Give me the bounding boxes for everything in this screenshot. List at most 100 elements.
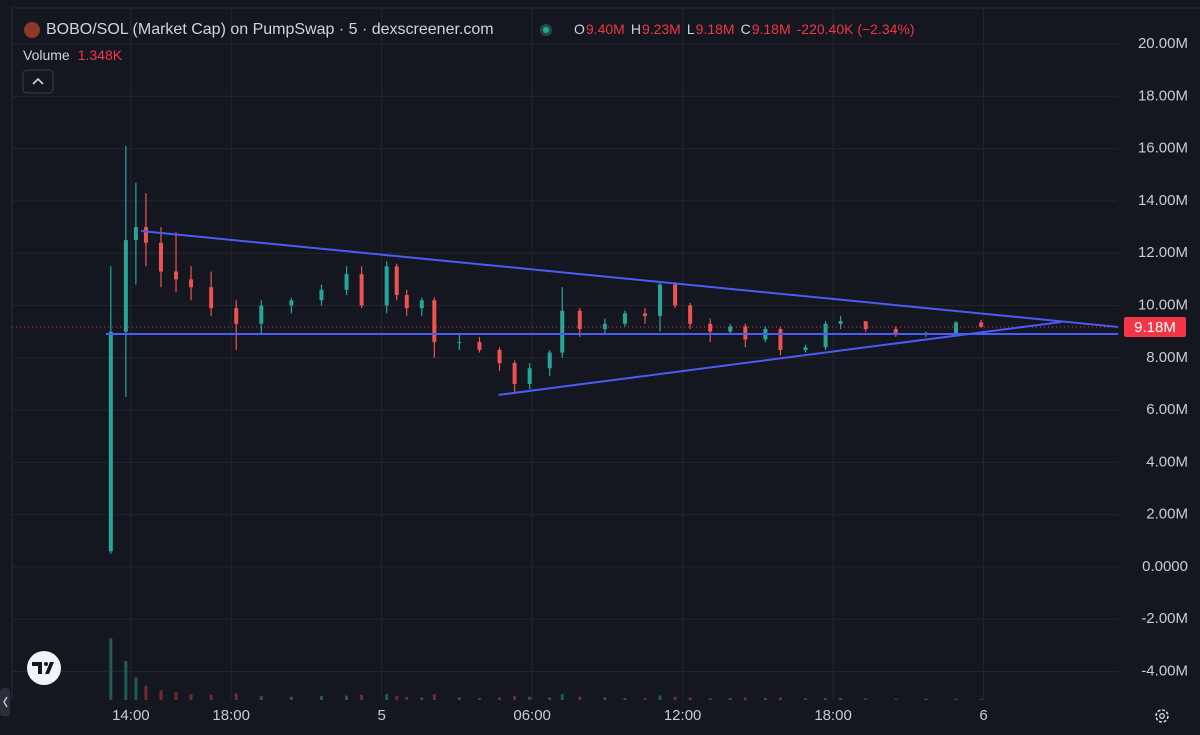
volume-bar	[498, 697, 502, 700]
candle-body	[457, 342, 462, 344]
y-tick-label: 0.0000	[1142, 558, 1188, 575]
volume-bar	[804, 698, 808, 700]
candle-body	[823, 323, 828, 348]
candle-body	[560, 310, 565, 353]
volume-bar	[979, 699, 983, 700]
volume-bar	[159, 690, 163, 700]
candle-body	[404, 295, 409, 309]
candle-body	[289, 300, 294, 306]
x-tick-label: 14:00	[112, 707, 150, 724]
y-tick-label: 8.00M	[1146, 349, 1188, 366]
volume-bar	[360, 694, 364, 700]
volume-bar	[432, 694, 436, 700]
volume-bar	[259, 696, 263, 700]
candle-body	[838, 321, 843, 324]
candle-body	[512, 363, 517, 384]
side-tab[interactable]	[0, 688, 10, 716]
volume-bar	[385, 694, 389, 700]
volume-bar	[603, 697, 607, 700]
candle-body	[359, 274, 364, 306]
volume-bar	[420, 697, 424, 700]
x-tick-label: 18:00	[814, 707, 852, 724]
volume-bar	[763, 698, 767, 700]
volume-bar	[658, 695, 662, 700]
ohlc-value: 9.23M	[642, 21, 681, 37]
candle-body	[497, 349, 502, 364]
candle-body	[384, 266, 389, 306]
settings-button[interactable]	[1155, 709, 1169, 723]
volume-layer	[109, 638, 983, 700]
chevron-icon	[32, 77, 44, 85]
ohlc-key: O	[574, 21, 585, 37]
ohlc-legend: O9.40M H9.23M L9.18M C9.18M -220.40K (−2.34%…	[574, 21, 915, 37]
candle-body	[979, 322, 984, 327]
volume-bar	[405, 696, 409, 700]
volume-bar	[513, 696, 517, 700]
candle-body	[658, 284, 663, 316]
y-tick-label: 10.00M	[1138, 296, 1188, 313]
y-tick-label: 6.00M	[1146, 401, 1188, 418]
logo-dot	[44, 662, 48, 666]
chart-title: BOBO/SOL (Market Cap) on PumpSwap · 5 · …	[46, 21, 494, 38]
change-value: -220.40K (−2.34%)	[797, 21, 915, 37]
x-tick-label: 5	[377, 707, 385, 724]
last-price-tag	[1124, 316, 1186, 337]
volume-bar	[134, 677, 138, 700]
volume-bar	[708, 698, 712, 700]
gear-icon	[1155, 709, 1169, 723]
volume-bar	[477, 698, 481, 700]
volume-bar	[319, 696, 323, 700]
volume-bar	[728, 698, 732, 700]
y-tick-label: 16.00M	[1138, 140, 1188, 157]
volume-bar	[673, 696, 677, 700]
volume-bar	[688, 697, 692, 700]
candle-body	[728, 326, 733, 332]
ohlc-value: 9.18M	[752, 21, 791, 37]
volume-bar	[209, 694, 213, 700]
volume-bar	[560, 694, 564, 700]
last-price-label: 9.18M	[1134, 319, 1176, 336]
volume-bar	[189, 694, 193, 700]
candle-body	[143, 227, 148, 243]
candle-body	[158, 242, 163, 272]
candle-body	[174, 271, 179, 280]
y-tick-label: 20.00M	[1138, 35, 1188, 52]
volume-bar	[548, 697, 552, 700]
volume-bar	[124, 661, 128, 700]
volume-bar	[174, 692, 178, 700]
volume-legend: Volume 1.348K	[23, 47, 123, 63]
candle-body	[778, 329, 783, 350]
volume-bar	[234, 693, 238, 700]
candle-body	[673, 284, 678, 306]
candle-body	[547, 352, 552, 369]
volume-bar	[395, 696, 399, 700]
candle-body	[643, 313, 648, 316]
axes: 20.00M 18.00M 16.00M 14.00M 12.00M 10.00M 8.00…	[112, 35, 1188, 724]
candle-body	[123, 240, 128, 332]
volume-bar	[778, 697, 782, 700]
volume-bar	[824, 698, 828, 700]
candle-body	[189, 279, 194, 288]
gear-icon	[1159, 713, 1165, 719]
candle-body	[577, 310, 582, 330]
volume-label: Volume	[23, 47, 70, 63]
candle-body	[688, 305, 693, 324]
tradingview-logo[interactable]	[27, 651, 61, 685]
side-tab-icon	[3, 696, 8, 708]
ohlc-value: 9.40M	[586, 21, 625, 37]
y-tick-label: -4.00M	[1141, 662, 1188, 679]
collapse-button[interactable]	[22, 69, 54, 94]
x-tick-label: 18:00	[212, 707, 250, 724]
candle-body	[863, 321, 868, 330]
trendline	[498, 320, 1062, 396]
x-tick-label: 06:00	[513, 707, 551, 724]
candle-body	[743, 326, 748, 340]
candle-body	[602, 323, 607, 330]
volume-bar	[578, 696, 582, 700]
trendline-layer	[12, 230, 1119, 396]
candle-body	[803, 347, 808, 350]
x-tick-label: 6	[979, 707, 987, 724]
ohlc-key: L	[687, 21, 695, 37]
